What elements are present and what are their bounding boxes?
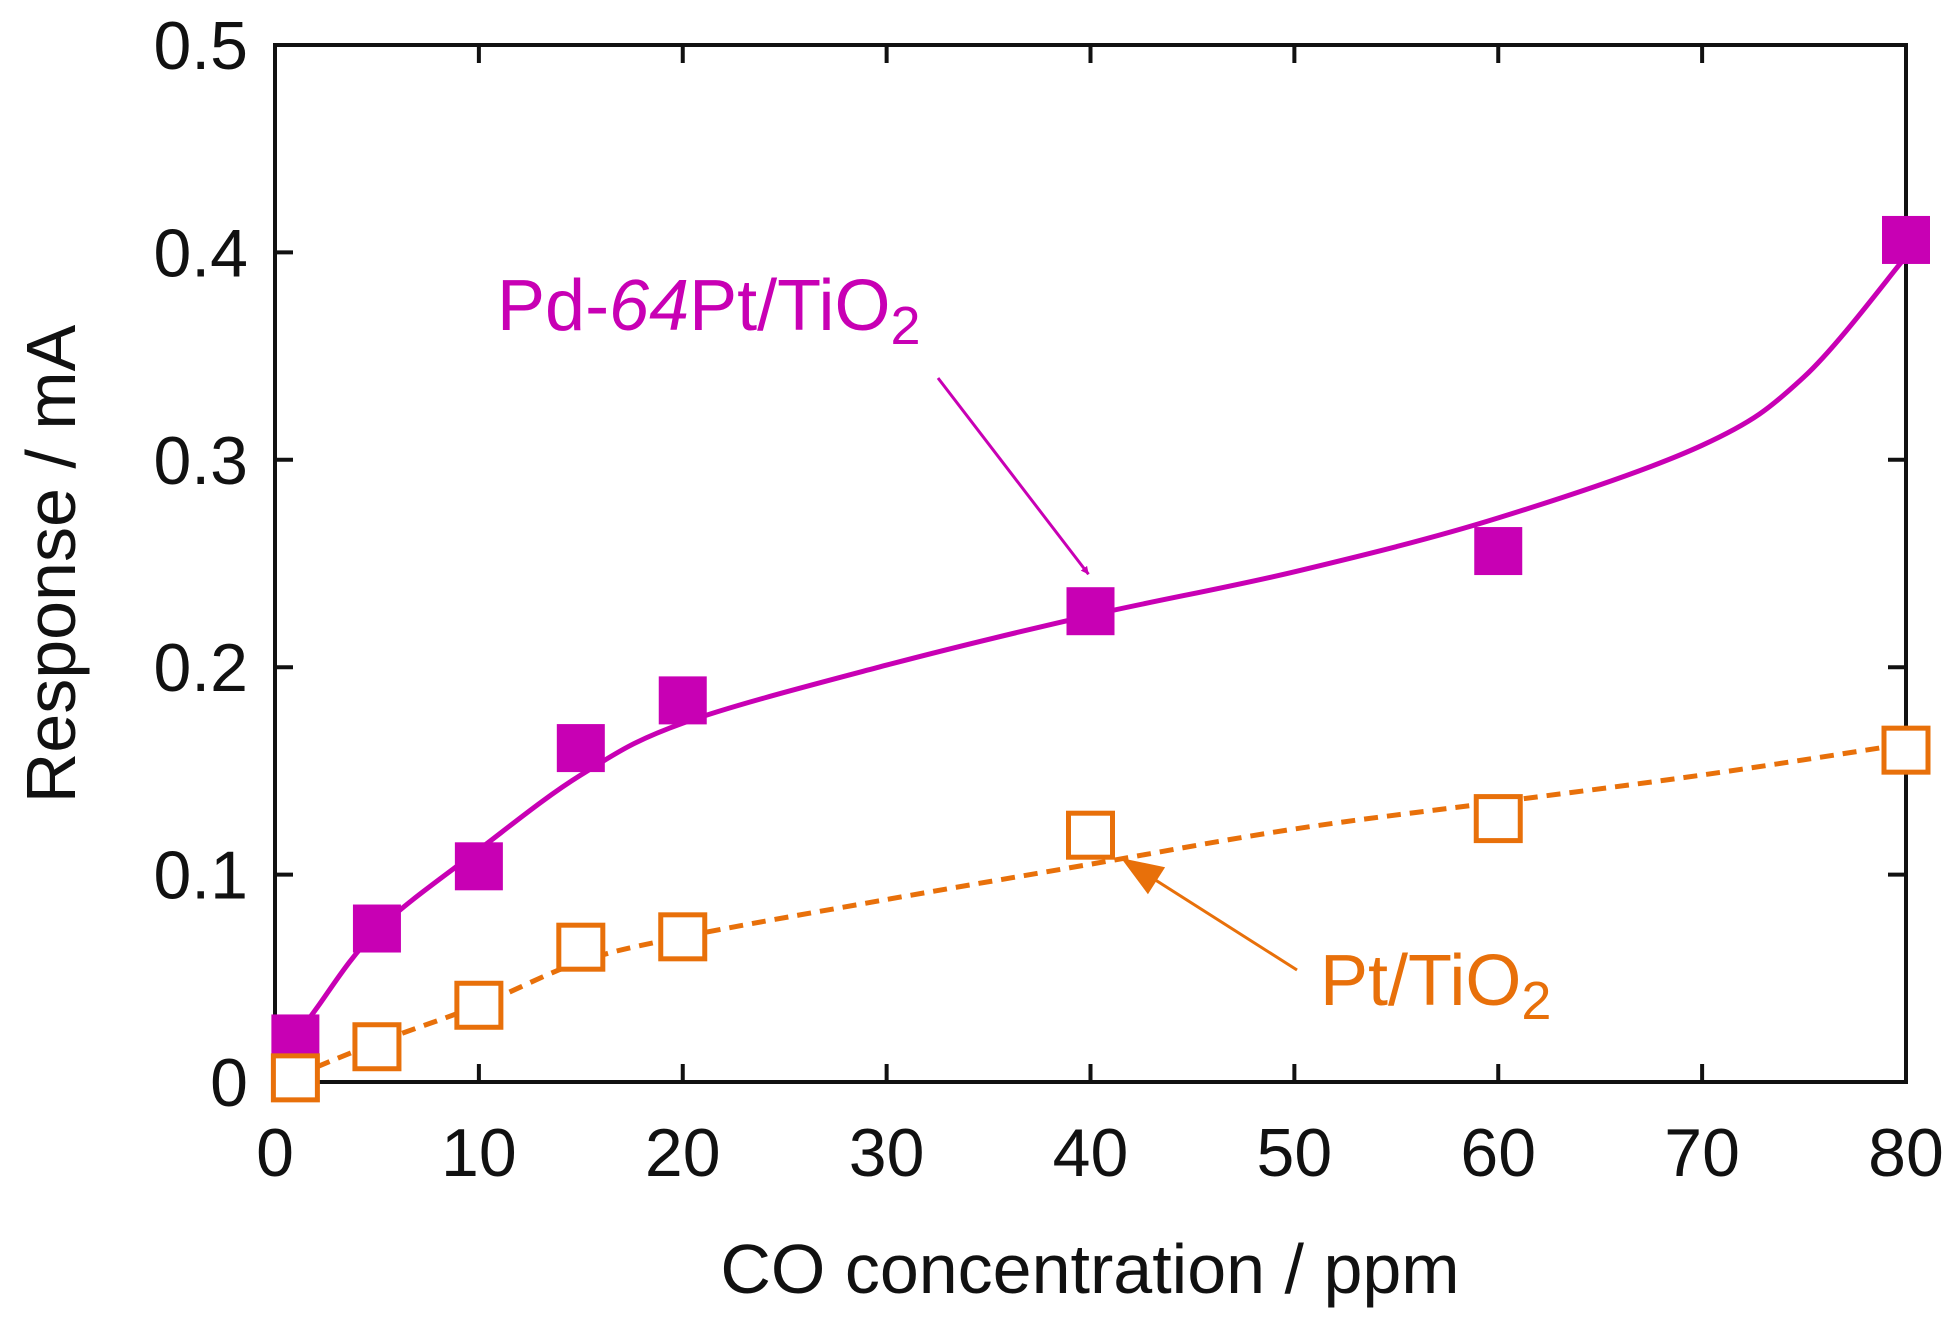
y-tick-label: 0: [210, 1045, 248, 1121]
pt-tio2-point: [1473, 794, 1523, 844]
y-tick-label: 0.3: [153, 423, 248, 499]
pd-64pt-tio2-fit-line: [293, 254, 1908, 1042]
pd-64pt-tio2-point: [454, 842, 503, 891]
y-axis-title: Response / mA: [12, 324, 90, 803]
pt-tio2-point: [556, 922, 606, 972]
pt-tio2-point: [1066, 810, 1115, 860]
pt-tio2-point: [352, 1022, 402, 1072]
pt-tio2-fit-line: [294, 741, 1907, 1079]
plot-frame: [273, 43, 1908, 1084]
curves-layer: [293, 254, 1908, 1079]
pd-64pt-tio2-point: [1882, 215, 1930, 264]
pt-tio2-point: [270, 1053, 320, 1103]
pd-64pt-tio2-point: [658, 676, 707, 725]
x-tick-label: 10: [441, 1115, 517, 1191]
annotations-layer: Pd-64Pt/TiO2 Pt/TiO2: [497, 266, 1551, 1031]
x-tick-label: 40: [1053, 1115, 1129, 1191]
y-tick-label: 0.2: [153, 630, 248, 706]
markers-layer: [270, 215, 1931, 1103]
pd-64pt-tio2-point: [1066, 587, 1115, 636]
pd-64pt-tio2-point: [352, 904, 401, 953]
pd-64pt-tio2-arrow: [936, 377, 1090, 576]
x-tick-label: 30: [849, 1115, 925, 1191]
x-tick-label: 60: [1460, 1115, 1536, 1191]
y-tick-label: 0.1: [153, 838, 248, 914]
pd-64pt-tio2-label: Pd-64Pt/TiO2: [497, 266, 921, 356]
x-tick-label: 0: [256, 1115, 294, 1191]
y-tick-label: 0.5: [153, 8, 248, 84]
y-tick-label: 0.4: [153, 215, 248, 291]
ticks-layer: 0 10 20 30 40 50 60 70 80 0 0.1 0.2 0.3 0.4 0.5: [153, 8, 1943, 1191]
pd-64pt-tio2-point: [556, 724, 605, 773]
x-tick-label: 70: [1664, 1115, 1740, 1191]
pt-tio2-point: [658, 912, 708, 962]
pt-tio2-point: [454, 980, 504, 1030]
x-tick-label: 50: [1257, 1115, 1333, 1191]
x-tick-label: 80: [1868, 1115, 1944, 1191]
x-tick-label: 20: [645, 1115, 721, 1191]
pt-tio2-arrowhead: [1121, 858, 1166, 895]
pt-tio2-arrow: [1142, 870, 1298, 972]
pt-tio2-label: Pt/TiO2: [1320, 941, 1551, 1031]
pt-tio2-point: [1881, 725, 1931, 775]
pd-64pt-tio2-point: [1474, 527, 1523, 576]
x-axis-title: CO concentration / ppm: [720, 1230, 1459, 1308]
